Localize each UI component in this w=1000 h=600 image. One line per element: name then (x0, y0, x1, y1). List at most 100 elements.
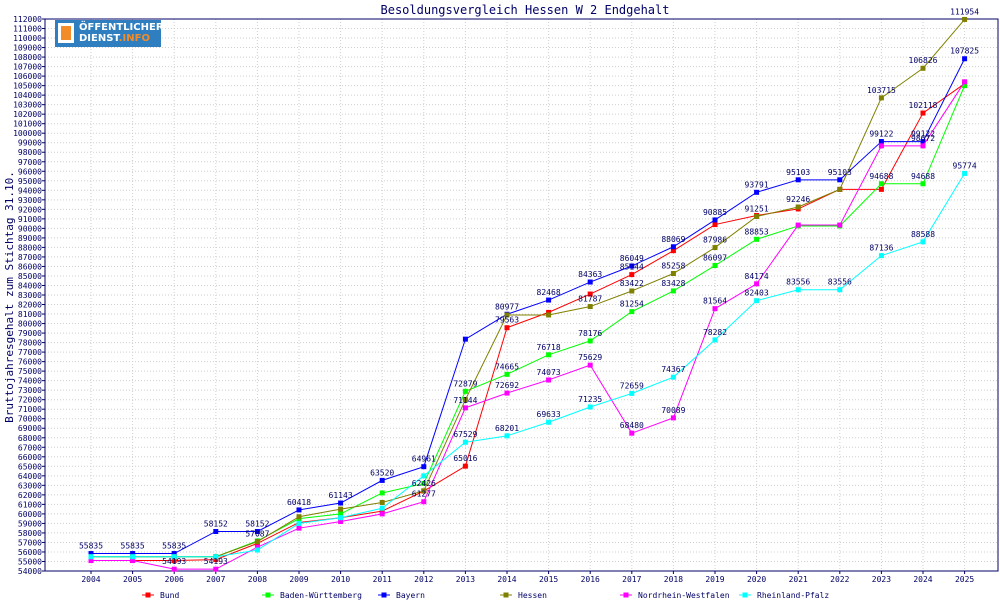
y-tick-label: 103000 (13, 101, 42, 110)
legend-label: Bund (160, 591, 179, 600)
x-tick-label: 2022 (830, 575, 849, 584)
x-tick-label: 2009 (289, 575, 308, 584)
data-point (254, 528, 260, 534)
data-label: 82403 (745, 289, 769, 298)
data-point (754, 281, 760, 287)
data-point (379, 477, 385, 483)
data-point (962, 79, 968, 85)
data-label: 55835 (121, 542, 145, 551)
y-tick-label: 55000 (18, 557, 42, 566)
y-tick-label: 78000 (18, 339, 42, 348)
y-tick-label: 88000 (18, 243, 42, 252)
y-tick-label: 68000 (18, 434, 42, 443)
data-point (962, 56, 968, 62)
y-tick-label: 102000 (13, 110, 42, 119)
data-point (254, 547, 260, 553)
data-point (754, 298, 760, 304)
data-point (462, 405, 468, 411)
data-point (171, 558, 177, 564)
data-label: 88853 (745, 227, 769, 236)
data-label: 62426 (412, 479, 436, 488)
data-point (171, 551, 177, 557)
logo-mark-icon (58, 23, 74, 43)
y-tick-label: 70000 (18, 415, 42, 424)
data-point (587, 362, 593, 368)
data-point (629, 272, 635, 278)
data-point (504, 390, 510, 396)
x-tick-label: 2013 (456, 575, 475, 584)
data-point (213, 566, 219, 572)
data-label: 55835 (79, 542, 103, 551)
data-label: 86049 (620, 254, 644, 263)
y-tick-label: 110000 (13, 34, 42, 43)
data-point (837, 222, 843, 228)
data-point (712, 337, 718, 343)
y-tick-label: 101000 (13, 120, 42, 129)
y-tick-label: 65000 (18, 462, 42, 471)
data-label: 60418 (287, 498, 311, 507)
y-tick-label: 71000 (18, 405, 42, 414)
data-label: 69633 (537, 410, 561, 419)
logo-line-2: DIENST.INFO (79, 33, 161, 44)
data-label: 67529 (453, 430, 477, 439)
data-point (213, 557, 219, 563)
y-tick-label: 108000 (13, 53, 42, 62)
data-point (587, 304, 593, 310)
data-label: 81787 (578, 295, 602, 304)
data-point (920, 181, 926, 187)
data-point (546, 352, 552, 358)
data-point (754, 189, 760, 195)
data-point (629, 263, 635, 269)
legend-label: Hessen (518, 591, 547, 600)
data-label: 79563 (495, 316, 519, 325)
x-tick-label: 2019 (705, 575, 724, 584)
data-label: 106826 (909, 56, 938, 65)
legend-label: Nordrhein-Westfalen (638, 591, 730, 600)
y-tick-label: 56000 (18, 548, 42, 557)
y-tick-label: 82000 (18, 301, 42, 310)
data-point (462, 388, 468, 394)
data-point (712, 217, 718, 223)
y-tick-label: 92000 (18, 205, 42, 214)
legend-swatch-marker (265, 592, 271, 598)
data-label: 84363 (578, 270, 602, 279)
data-label: 83428 (661, 279, 685, 288)
data-label: 75629 (578, 353, 602, 362)
y-tick-label: 86000 (18, 262, 42, 271)
data-point (920, 239, 926, 245)
data-label: 93791 (745, 180, 769, 189)
legend-swatch-marker (145, 592, 151, 598)
y-tick-label: 106000 (13, 72, 42, 81)
data-label: 74073 (537, 368, 561, 377)
x-tick-label: 2025 (955, 575, 974, 584)
data-point (629, 309, 635, 315)
data-point (379, 511, 385, 517)
data-label: 88069 (661, 235, 685, 244)
data-point (670, 244, 676, 250)
data-point (629, 430, 635, 436)
y-tick-label: 97000 (18, 158, 42, 167)
y-tick-label: 57000 (18, 538, 42, 547)
data-point (546, 297, 552, 303)
y-tick-label: 94000 (18, 186, 42, 195)
data-label: 83422 (620, 279, 644, 288)
data-label: 83556 (828, 278, 852, 287)
y-tick-label: 96000 (18, 167, 42, 176)
data-label: 103715 (867, 86, 896, 95)
y-tick-label: 90000 (18, 224, 42, 233)
data-point (462, 439, 468, 445)
data-point (629, 390, 635, 396)
data-point (795, 177, 801, 183)
data-point (920, 65, 926, 71)
data-point (878, 253, 884, 259)
y-tick-label: 84000 (18, 281, 42, 290)
data-label: 84174 (745, 272, 769, 281)
data-point (712, 245, 718, 251)
x-tick-label: 2018 (664, 575, 683, 584)
series-line (91, 58, 966, 555)
y-tick-label: 98000 (18, 148, 42, 157)
data-point (421, 499, 427, 505)
data-point (587, 279, 593, 285)
y-tick-label: 83000 (18, 291, 42, 300)
data-label: 58152 (245, 519, 269, 528)
